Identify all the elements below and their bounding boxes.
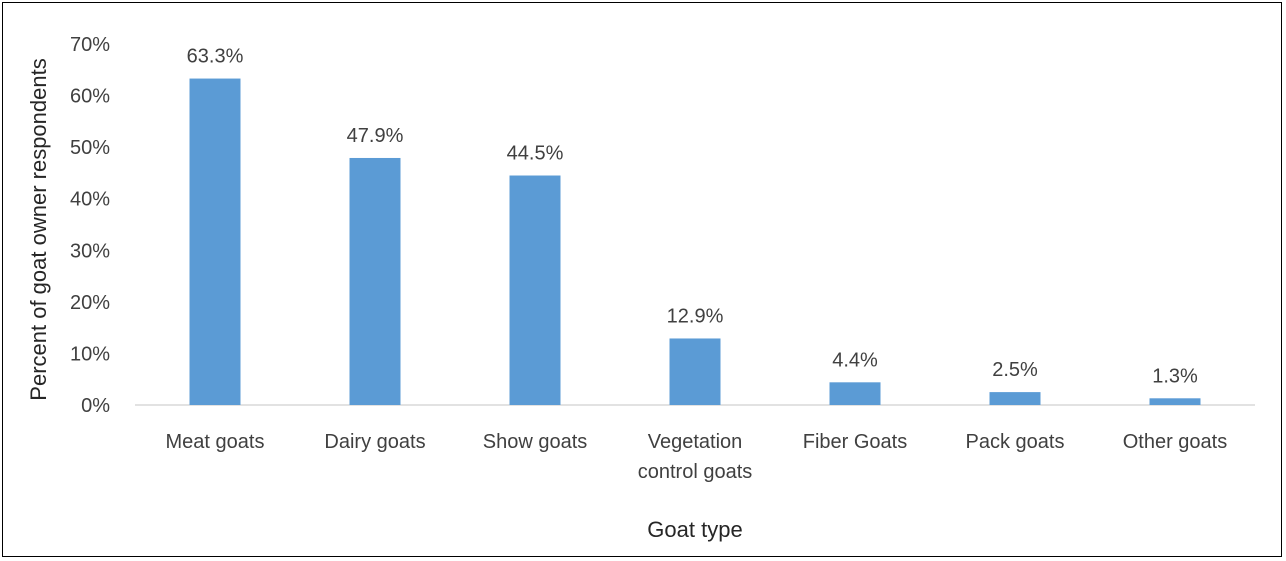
category-label: Dairy goats [324,431,425,453]
data-label: 63.3% [187,46,244,68]
bar [509,175,561,405]
bar [829,382,881,405]
y-tick-label: 70% [70,34,110,56]
y-tick-label: 10% [70,343,110,365]
category-label: Show goats [483,431,588,453]
y-tick-label: 50% [70,137,110,159]
data-label: 2.5% [992,359,1038,381]
y-tick-label: 30% [70,240,110,262]
category-label: Vegetation control goats [638,431,753,483]
x-axis-title: Goat type [647,517,742,542]
y-tick-label: 0% [81,395,110,417]
y-tick-label: 40% [70,189,110,211]
bars [189,78,1201,405]
y-tick-label: 60% [70,86,110,108]
y-axis-ticks: 0% 10% 20% 30% 40% 50% 60% 70% [70,34,110,417]
category-label: Other goats [1123,431,1228,453]
bar [189,78,241,405]
category-label: Meat goats [166,431,265,453]
bar [1149,398,1201,405]
category-labels: Meat goats Dairy goats Show goats Vegetatio… [166,431,1228,483]
category-label: Fiber Goats [803,431,907,453]
bar [349,157,401,405]
data-labels: 63.3% 47.9% 44.5% 12.9% 4.4% 2.5% 1.3% [187,46,1198,388]
y-tick-label: 20% [70,292,110,314]
bar [989,392,1041,405]
bar [669,338,721,405]
y-axis-title: Percent of goat owner respondents [26,58,51,400]
data-label: 4.4% [832,349,878,371]
data-label: 1.3% [1152,365,1198,387]
data-label: 47.9% [347,125,404,147]
data-label: 44.5% [507,143,564,165]
data-label: 12.9% [667,305,724,327]
category-label: Pack goats [966,431,1065,453]
